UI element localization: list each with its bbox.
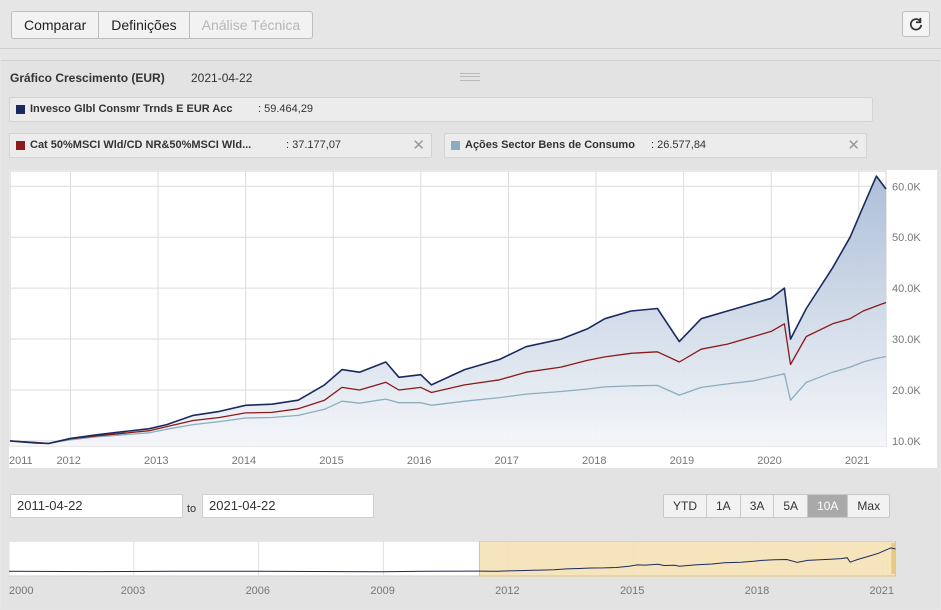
navigator-tick-label: 2000 (9, 585, 33, 597)
x-tick-label: 2011 (9, 455, 33, 467)
x-tick-label: 2014 (232, 455, 256, 467)
range-button-10a[interactable]: 10A (808, 495, 849, 517)
growth-chart[interactable]: 10.0K 20.0K 30.0K 40.0K 50.0K 60.0K 2011 2012 20… (9, 170, 937, 468)
x-tick-label: 2015 (319, 455, 343, 467)
x-tick-label: 2018 (582, 455, 606, 467)
legend-name: Ações Sector Bens de Consumo (465, 139, 635, 151)
refresh-button[interactable] (902, 11, 930, 37)
navigator-selection (478, 541, 896, 577)
legend-item-fund: Invesco Glbl Consmr Trnds E EUR Acc : 59… (9, 97, 873, 122)
tab-analise-tecnica: Análise Técnica (201, 17, 301, 33)
legend-swatch (451, 141, 460, 150)
date-range-separator: to (187, 503, 197, 515)
legend-name: Cat 50%MSCI Wld/CD NR&50%MSCI Wld... (30, 139, 252, 151)
date-to-input[interactable] (202, 494, 374, 518)
y-tick-label: 10.0K (892, 436, 921, 448)
x-tick-label: 2021 (845, 455, 869, 467)
navigator-tick-label: 2003 (121, 585, 145, 597)
navigator-tick-label: 2006 (246, 585, 270, 597)
chart-title: Gráfico Crescimento (EUR) (10, 71, 165, 85)
x-tick-label: 2016 (407, 455, 431, 467)
navigator-line (9, 547, 896, 573)
legend-value: : 59.464,29 (258, 103, 314, 115)
legend-value: : 37.177,07 (286, 139, 342, 151)
navigator-tick-label: 2009 (370, 585, 394, 597)
y-tick-label: 40.0K (892, 283, 921, 295)
legend-item-category: Cat 50%MSCI Wld/CD NR&50%MSCI Wld... : 3… (9, 133, 432, 158)
refresh-icon (909, 17, 923, 31)
y-tick-label: 20.0K (892, 385, 921, 397)
navigator-tick-label: 2015 (620, 585, 644, 597)
legend-name: Invesco Glbl Consmr Trnds E EUR Acc (30, 103, 233, 115)
range-button-1a[interactable]: 1A (707, 495, 741, 517)
y-tick-label: 50.0K (892, 232, 921, 244)
y-tick-label: 60.0K (892, 181, 921, 193)
series-area (10, 176, 886, 446)
legend-swatch (16, 141, 25, 150)
range-button-max[interactable]: Max (857, 499, 881, 513)
x-tick-label: 2012 (56, 455, 80, 467)
x-tick-label: 2019 (670, 455, 694, 467)
navigator-tick-label: 2012 (495, 585, 519, 597)
drag-handle[interactable] (460, 73, 480, 81)
legend-value: : 26.577,84 (651, 139, 707, 151)
navigator-handle (891, 543, 896, 574)
navigator-tick-label: 2018 (745, 585, 769, 597)
chart-date: 2021-04-22 (191, 71, 253, 85)
series-line-sector (9, 355, 887, 444)
x-tick-label: 2017 (494, 455, 518, 467)
series-line-fund (9, 175, 887, 445)
series-line-category (9, 301, 887, 445)
navigator-svg: 2000 2003 2006 2009 2012 2015 2018 2021 (9, 541, 896, 597)
navigator[interactable]: 2000 2003 2006 2009 2012 2015 2018 2021 (9, 541, 937, 601)
tab-group: Comparar Definições Análise Técnica (11, 11, 314, 39)
range-buttons: YTD 1A 3A 5A 10A Max (663, 494, 891, 518)
legend-swatch (16, 105, 25, 114)
range-button-5a[interactable]: 5A (774, 495, 809, 517)
x-tick-label: 2020 (757, 455, 781, 467)
growth-chart-svg: 10.0K 20.0K 30.0K 40.0K 50.0K 60.0K 2011 2012 20… (9, 170, 937, 468)
remove-series-icon[interactable]: ✕ (412, 137, 425, 154)
date-from-input[interactable] (10, 494, 183, 518)
remove-series-icon[interactable]: ✕ (847, 137, 860, 154)
x-tick-label: 2013 (144, 455, 168, 467)
top-toolbar: Comparar Definições Análise Técnica (0, 0, 941, 49)
navigator-tick-label: 2021 (870, 585, 894, 597)
legend-item-sector: Ações Sector Bens de Consumo : 26.577,84… (444, 133, 867, 158)
range-button-3a[interactable]: 3A (741, 495, 775, 517)
range-button-ytd[interactable]: YTD (664, 495, 707, 517)
tab-comparar[interactable]: Comparar (12, 12, 100, 38)
y-tick-label: 30.0K (892, 334, 921, 346)
tab-definicoes[interactable]: Definições (99, 12, 190, 38)
